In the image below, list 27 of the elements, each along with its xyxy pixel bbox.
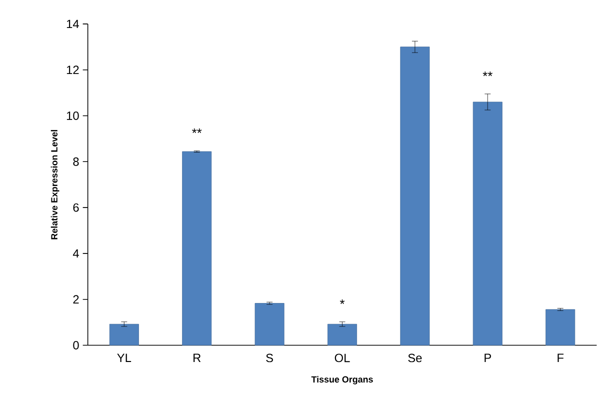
x-tick-label: YL — [117, 354, 132, 362]
y-tick-label: 12 — [66, 66, 79, 74]
y-axis-title: Relative Expression Level — [50, 130, 60, 240]
bar — [328, 324, 357, 346]
x-tick-label: Se — [408, 354, 422, 362]
x-tick-label: F — [558, 354, 564, 362]
y-tick-label: 8 — [73, 157, 79, 166]
y-tick-label: 10 — [66, 111, 79, 120]
bar — [254, 303, 284, 346]
bar — [109, 324, 139, 346]
bar — [400, 46, 430, 346]
y-tick-label: 0 — [73, 340, 79, 350]
y-tick-label: 6 — [73, 203, 79, 212]
x-tick-label: OL — [334, 354, 350, 362]
annotation: ** — [482, 72, 492, 76]
annotation: ** — [192, 128, 202, 133]
x-tick-label: P — [484, 354, 491, 362]
bar — [182, 151, 212, 346]
bar — [472, 102, 502, 346]
x-axis-title: Tissue Organs — [311, 376, 373, 384]
y-tick-label: 14 — [66, 20, 79, 28]
y-tick-label: 4 — [72, 249, 79, 258]
x-tick-label: S — [266, 354, 273, 362]
annotation: * — [340, 299, 345, 304]
x-tick-label: R — [194, 354, 201, 362]
y-tick-label: 2 — [73, 295, 79, 304]
bar — [546, 309, 576, 346]
